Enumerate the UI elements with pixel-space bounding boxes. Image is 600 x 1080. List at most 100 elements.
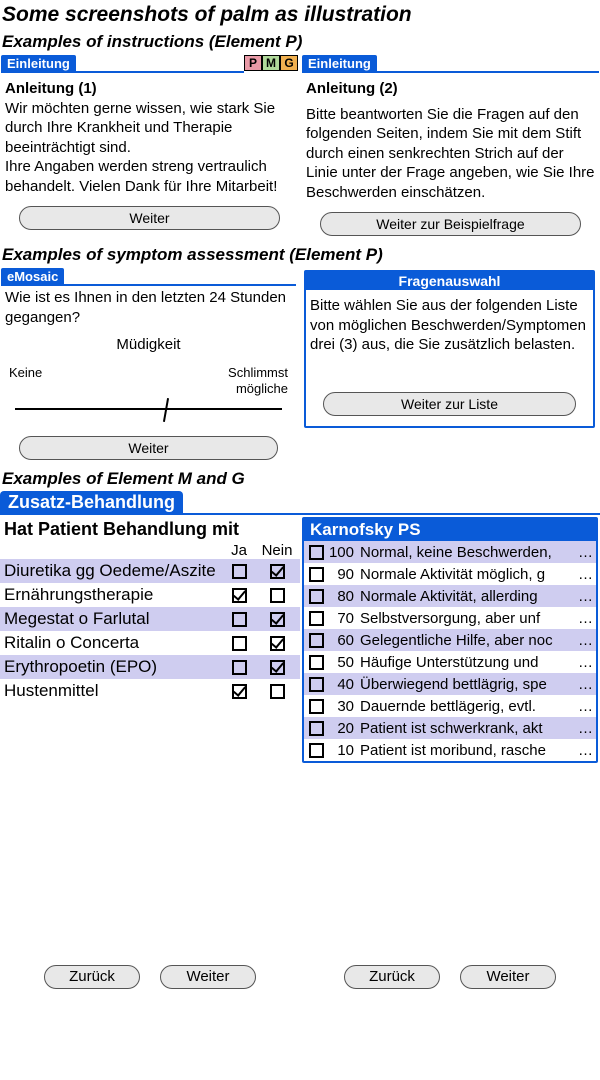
section-title-instructions: Examples of instructions (Element P) xyxy=(0,30,600,54)
kps-checkbox[interactable] xyxy=(309,633,324,648)
panel-question-select: Fragenauswahl Bitte wählen Sie aus der f… xyxy=(299,267,600,467)
section-title-symptom: Examples of symptom assessment (Element … xyxy=(0,243,600,267)
checkbox-nein[interactable] xyxy=(270,612,285,627)
kps-text: Patient ist moribund, rasche xyxy=(360,742,578,759)
kps-checkbox[interactable] xyxy=(309,677,324,692)
pmg-g-button[interactable]: G xyxy=(280,55,298,71)
pmg-m-button[interactable]: M xyxy=(262,55,280,71)
instruction-2-body: Bitte beantworten Sie die Fragen auf den… xyxy=(306,105,595,203)
kps-row[interactable]: 30Dauernde bettlägerig, evtl.… xyxy=(304,695,596,717)
kps-checkbox[interactable] xyxy=(309,721,324,736)
kps-back-button[interactable]: Zurück xyxy=(344,965,440,989)
kps-ellipsis: … xyxy=(578,720,594,737)
kps-text: Normale Aktivität, allerding xyxy=(360,588,578,605)
checkbox-ja[interactable] xyxy=(232,588,247,603)
panel-instruction-2: Einleitung Anleitung (2) Bitte beantwort… xyxy=(301,54,600,243)
panel-treatment: Hat Patient Behandlung mit Ja Nein Diure… xyxy=(0,515,300,995)
treatment-row: Erythropoetin (EPO) xyxy=(0,655,300,679)
pmg-indicator: P M G xyxy=(244,55,298,73)
kps-next-button[interactable]: Weiter xyxy=(460,965,556,989)
kps-row[interactable]: 40Überwiegend bettlägrig, spe… xyxy=(304,673,596,695)
kps-score: 90 xyxy=(326,566,360,583)
kps-text: Dauernde bettlägerig, evtl. xyxy=(360,698,578,715)
treatment-label: Diuretika gg Oedeme/Aszite xyxy=(4,561,220,581)
treatment-row: Ritalin o Concerta xyxy=(0,631,300,655)
kps-text: Überwiegend bettlägrig, spe xyxy=(360,676,578,693)
kps-checkbox[interactable] xyxy=(309,699,324,714)
kps-ellipsis: … xyxy=(578,742,594,759)
tab-emosaic[interactable]: eMosaic xyxy=(1,268,64,286)
question-select-body: Bitte wählen Sie aus der folgenden Liste… xyxy=(306,290,593,386)
treatment-row: Hustenmittel xyxy=(0,679,300,703)
kps-score: 100 xyxy=(326,544,360,561)
checkbox-ja[interactable] xyxy=(232,612,247,627)
kps-row[interactable]: 100Normal, keine Beschwerden,… xyxy=(304,541,596,563)
kps-checkbox[interactable] xyxy=(309,545,324,560)
kps-ellipsis: … xyxy=(578,676,594,693)
checkbox-nein[interactable] xyxy=(270,564,285,579)
main-title: Some screenshots of palm as illustration xyxy=(0,0,600,30)
tab-zusatz-behandlung[interactable]: Zusatz-Behandlung xyxy=(0,491,183,513)
question-select-title: Fragenauswahl xyxy=(306,272,593,290)
kps-row[interactable]: 20Patient ist schwerkrank, akt… xyxy=(304,717,596,739)
kps-row[interactable]: 80Normale Aktivität, allerding… xyxy=(304,585,596,607)
treatment-row: Ernährungstherapie xyxy=(0,583,300,607)
checkbox-nein[interactable] xyxy=(270,660,285,675)
vas-mark xyxy=(162,398,168,422)
vas-left-label: Keine xyxy=(9,365,42,399)
kps-checkbox[interactable] xyxy=(309,611,324,626)
tab-einleitung-1[interactable]: Einleitung xyxy=(1,55,76,73)
weiter-beispiel-button[interactable]: Weiter zur Beispielfrage xyxy=(320,212,581,236)
kps-ellipsis: … xyxy=(578,588,594,605)
checkbox-ja[interactable] xyxy=(232,660,247,675)
tab-einleitung-2[interactable]: Einleitung xyxy=(302,55,377,73)
kps-ellipsis: … xyxy=(578,544,594,561)
instruction-1-body: Wir möchten gerne wissen, wie stark Sie … xyxy=(5,99,294,197)
checkbox-ja[interactable] xyxy=(232,564,247,579)
kps-text: Patient ist schwerkrank, akt xyxy=(360,720,578,737)
kps-ellipsis: … xyxy=(578,566,594,583)
treatment-label: Megestat o Farlutal xyxy=(4,609,220,629)
pmg-p-button[interactable]: P xyxy=(244,55,262,71)
kps-title: Karnofsky PS xyxy=(304,519,596,541)
checkbox-ja[interactable] xyxy=(232,636,247,651)
kps-ellipsis: … xyxy=(578,632,594,649)
kps-ellipsis: … xyxy=(578,654,594,671)
kps-row[interactable]: 60Gelegentliche Hilfe, aber noc… xyxy=(304,629,596,651)
panel-kps: Karnofsky PS 100Normal, keine Beschwerde… xyxy=(300,515,600,995)
vas-symptom-label: Müdigkeit xyxy=(5,335,292,355)
treatment-row: Megestat o Farlutal xyxy=(0,607,300,631)
kps-text: Häufige Unterstützung und xyxy=(360,654,578,671)
kps-score: 10 xyxy=(326,742,360,759)
kps-row[interactable]: 10Patient ist moribund, rasche… xyxy=(304,739,596,761)
kps-row[interactable]: 70Selbstversorgung, aber unf… xyxy=(304,607,596,629)
weiter-liste-button[interactable]: Weiter zur Liste xyxy=(323,392,576,416)
treatment-heading: Hat Patient Behandlung mit xyxy=(0,515,300,542)
kps-score: 40 xyxy=(326,676,360,693)
checkbox-nein[interactable] xyxy=(270,684,285,699)
kps-checkbox[interactable] xyxy=(309,567,324,582)
vas-weiter-button[interactable]: Weiter xyxy=(19,436,279,460)
kps-text: Gelegentliche Hilfe, aber noc xyxy=(360,632,578,649)
kps-ellipsis: … xyxy=(578,610,594,627)
instruction-1-heading: Anleitung (1) xyxy=(5,79,294,99)
vas-right-label: Schlimmst mögliche xyxy=(228,365,288,399)
weiter-button-1[interactable]: Weiter xyxy=(19,206,280,230)
checkbox-nein[interactable] xyxy=(270,636,285,651)
kps-score: 60 xyxy=(326,632,360,649)
kps-text: Normal, keine Beschwerden, xyxy=(360,544,578,561)
instruction-2-heading: Anleitung (2) xyxy=(306,79,595,99)
kps-row[interactable]: 90Normale Aktivität möglich, g… xyxy=(304,563,596,585)
kps-checkbox[interactable] xyxy=(309,743,324,758)
treat-next-button[interactable]: Weiter xyxy=(160,965,256,989)
checkbox-nein[interactable] xyxy=(270,588,285,603)
vas-slider[interactable] xyxy=(15,400,282,418)
kps-row[interactable]: 50Häufige Unterstützung und… xyxy=(304,651,596,673)
kps-checkbox[interactable] xyxy=(309,589,324,604)
checkbox-ja[interactable] xyxy=(232,684,247,699)
kps-checkbox[interactable] xyxy=(309,655,324,670)
panel-instruction-1: Einleitung P M G Anleitung (1) Wir möcht… xyxy=(0,54,299,243)
treat-back-button[interactable]: Zurück xyxy=(44,965,140,989)
kps-score: 50 xyxy=(326,654,360,671)
treatment-label: Hustenmittel xyxy=(4,681,220,701)
